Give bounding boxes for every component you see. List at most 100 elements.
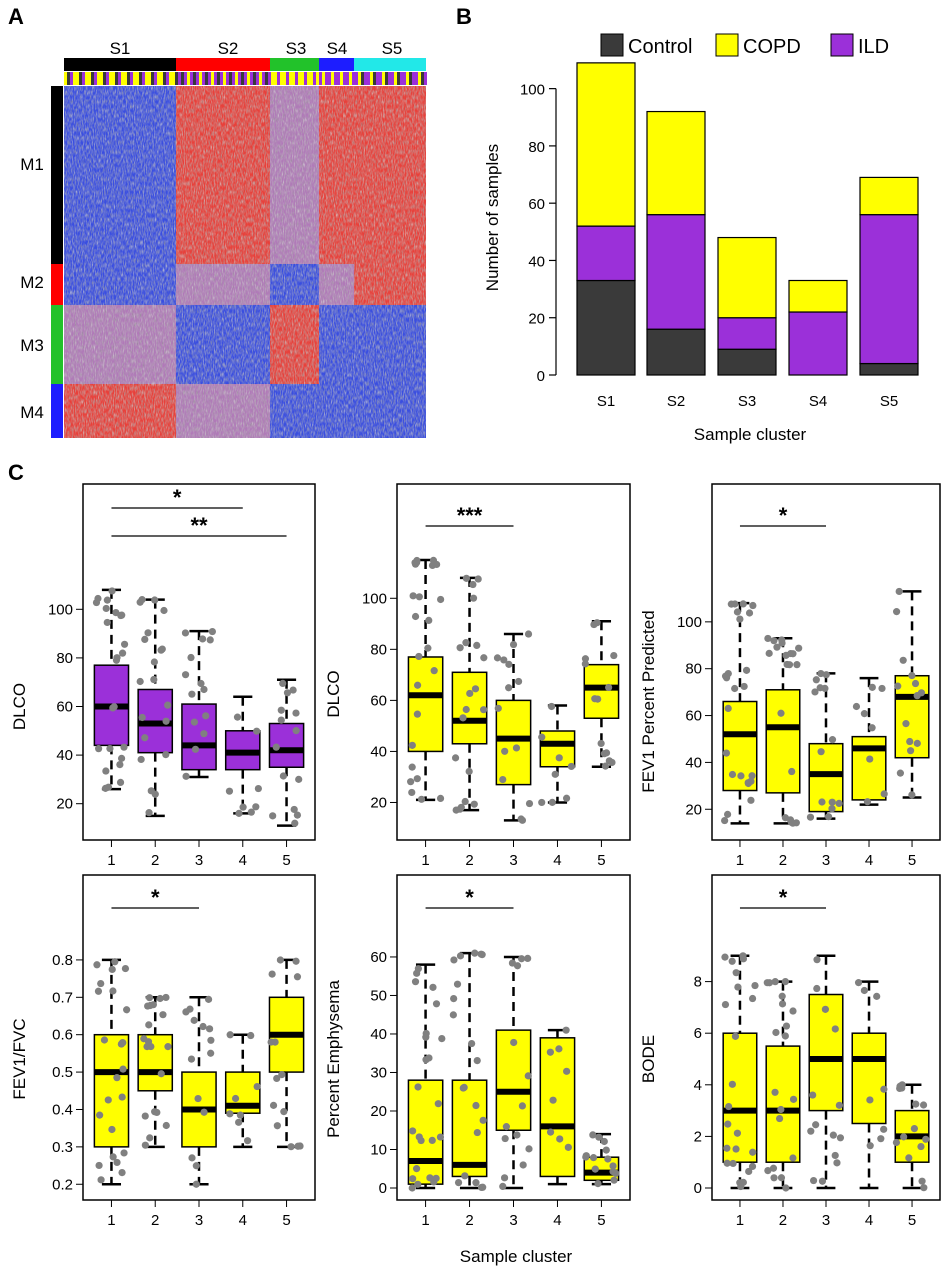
- data-point: [95, 1161, 103, 1170]
- data-point: [733, 608, 742, 616]
- sample-type-stripe: [379, 72, 382, 85]
- data-point: [454, 1178, 463, 1187]
- data-point: [437, 595, 445, 604]
- sample-type-stripe: [373, 72, 376, 85]
- data-point: [473, 1128, 481, 1137]
- data-point: [192, 1162, 200, 1170]
- data-point: [563, 1067, 571, 1075]
- data-point: [160, 606, 168, 615]
- data-point: [289, 686, 297, 694]
- data-point: [894, 682, 902, 690]
- y-tick-label: 60: [528, 196, 545, 213]
- data-point: [739, 600, 747, 608]
- x-tick-label: 5: [908, 1212, 916, 1229]
- data-point: [415, 1133, 423, 1141]
- box-cluster-3: [806, 669, 844, 821]
- sample-type-stripe: [322, 72, 325, 85]
- data-point: [787, 649, 795, 658]
- data-point: [721, 672, 730, 680]
- data-point: [789, 1154, 797, 1162]
- sample-type-stripe: [313, 72, 316, 85]
- data-point: [408, 741, 416, 749]
- sample-type-stripe: [235, 72, 238, 85]
- data-point: [187, 1055, 196, 1063]
- sample-type-stripe: [259, 72, 262, 85]
- data-point: [106, 744, 114, 753]
- bar-S4-copd: [788, 279, 848, 313]
- box-iqr: [495, 699, 532, 786]
- data-point: [749, 601, 757, 610]
- data-point: [809, 1176, 818, 1185]
- sample-type-stripe: [397, 72, 400, 85]
- sample-type-stripe: [364, 72, 367, 85]
- data-point: [465, 767, 473, 776]
- data-point: [908, 791, 916, 799]
- data-point: [283, 689, 292, 697]
- data-point: [411, 978, 420, 986]
- data-point: [415, 652, 423, 661]
- data-point: [429, 983, 437, 991]
- data-point: [502, 1123, 510, 1131]
- sample-type-stripe: [340, 72, 343, 85]
- data-point: [113, 1074, 121, 1082]
- data-point: [824, 813, 833, 821]
- data-point: [471, 949, 479, 957]
- data-point: [413, 969, 421, 977]
- y-tick-label: 20: [528, 311, 545, 328]
- bar-S4-ild: [788, 311, 848, 376]
- data-point: [462, 639, 470, 647]
- sample-type-stripe: [70, 72, 73, 85]
- data-point: [723, 810, 732, 818]
- sample-type-stripe: [100, 72, 103, 85]
- data-point: [772, 1028, 780, 1037]
- sample-type-stripe: [175, 72, 178, 85]
- data-point: [268, 970, 276, 978]
- data-point: [833, 1159, 841, 1167]
- data-point: [740, 682, 748, 691]
- sample-type-stripe: [223, 72, 226, 85]
- data-point: [812, 676, 820, 684]
- data-point: [117, 754, 126, 762]
- data-point: [413, 710, 421, 718]
- data-point: [477, 1183, 486, 1192]
- x-tick-label: 4: [865, 1212, 873, 1229]
- data-point: [822, 671, 830, 679]
- sample-type-stripe: [67, 72, 70, 85]
- y-tick-label: 0.8: [52, 952, 73, 969]
- data-point: [549, 1096, 557, 1104]
- sample-type-stripe: [187, 72, 190, 85]
- y-tick-label: 0: [537, 368, 545, 385]
- cluster-label-S5: S5: [382, 39, 403, 58]
- panel-letter-a: A: [8, 4, 24, 29]
- cluster-bar-S4: [319, 58, 354, 71]
- box-iqr: [451, 1079, 488, 1178]
- sample-type-stripe: [115, 72, 118, 85]
- data-point: [236, 1111, 245, 1119]
- y-tick-label: 0.3: [52, 1139, 73, 1156]
- data-point: [519, 1161, 527, 1169]
- data-point: [144, 629, 152, 637]
- data-point: [436, 794, 445, 803]
- data-point: [736, 1179, 744, 1187]
- data-point: [153, 1108, 161, 1117]
- sample-type-stripe: [307, 72, 310, 85]
- data-point: [813, 956, 821, 964]
- sample-type-stripe: [196, 72, 199, 85]
- data-point: [510, 1038, 518, 1047]
- sample-type-stripe: [190, 72, 193, 85]
- data-point: [918, 1177, 926, 1185]
- data-point: [778, 1000, 787, 1008]
- y-tick-label: 2: [694, 1128, 702, 1145]
- x-tick-label: 3: [195, 1212, 203, 1229]
- data-point: [763, 979, 771, 987]
- box-cluster-5: [581, 619, 620, 770]
- data-point: [181, 671, 190, 679]
- data-point: [581, 660, 589, 668]
- data-point: [450, 994, 458, 1003]
- sample-type-stripe: [163, 72, 166, 85]
- significance-label: *: [779, 885, 788, 910]
- panel-letter-c: C: [8, 460, 24, 485]
- data-point: [138, 596, 146, 604]
